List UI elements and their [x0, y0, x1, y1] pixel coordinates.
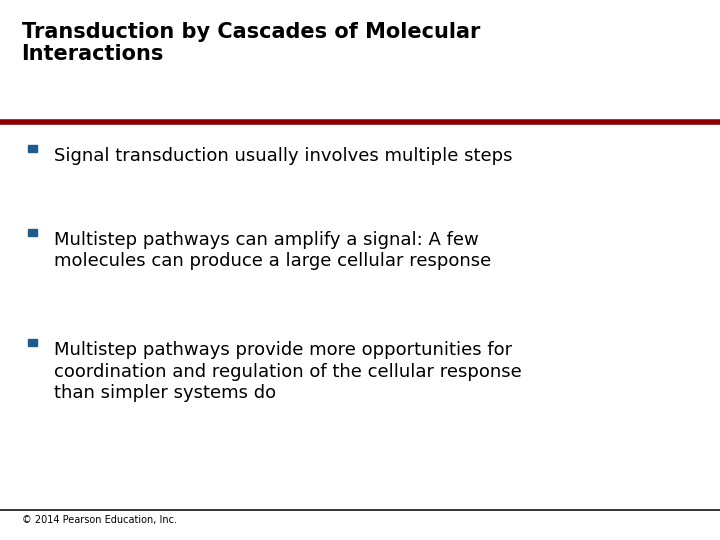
FancyBboxPatch shape: [27, 340, 37, 347]
Text: Multistep pathways can amplify a signal: A few
molecules can produce a large cel: Multistep pathways can amplify a signal:…: [54, 231, 491, 270]
Text: © 2014 Pearson Education, Inc.: © 2014 Pearson Education, Inc.: [22, 515, 176, 525]
FancyBboxPatch shape: [27, 229, 37, 235]
Text: Transduction by Cascades of Molecular
Interactions: Transduction by Cascades of Molecular In…: [22, 22, 480, 64]
FancyBboxPatch shape: [27, 145, 37, 152]
Text: Multistep pathways provide more opportunities for
coordination and regulation of: Multistep pathways provide more opportun…: [54, 341, 522, 402]
Text: Signal transduction usually involves multiple steps: Signal transduction usually involves mul…: [54, 147, 513, 165]
